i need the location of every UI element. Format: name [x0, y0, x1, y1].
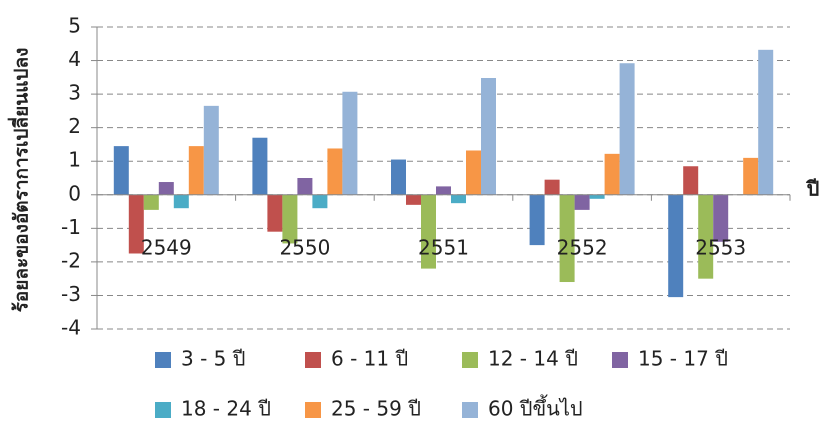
y-tick-label: -3: [61, 282, 81, 306]
legend-swatch: [155, 352, 171, 368]
legend-label: 18 - 24 ปี: [181, 397, 271, 421]
y-tick-label: -1: [61, 215, 81, 239]
legend-swatch: [305, 352, 321, 368]
bar: [406, 194, 421, 205]
bar: [544, 179, 560, 195]
x-tick-label: 2552: [557, 236, 608, 260]
bar: [683, 166, 699, 195]
bar: [128, 194, 144, 254]
y-axis-title: ร้อยละของอัตราการเปลี่ยนแปลง: [8, 48, 33, 313]
bar: [203, 105, 219, 195]
y-tick-label: 1: [68, 148, 81, 172]
x-axis-title: ปี: [805, 177, 819, 201]
bar: [113, 146, 129, 195]
legend-swatch: [462, 352, 478, 368]
legend-label: 6 - 11 ปี: [331, 347, 408, 371]
bar: [574, 194, 590, 210]
bar: [188, 146, 204, 195]
bar: [391, 159, 406, 195]
bar: [282, 194, 298, 244]
bar: [173, 194, 189, 209]
bar: [466, 150, 481, 195]
y-tick-label: 2: [68, 114, 81, 138]
legend-swatch: [155, 402, 171, 418]
bar: [589, 194, 605, 199]
bar: [297, 178, 313, 195]
bar: [529, 194, 545, 246]
legend-label: 25 - 59 ปี: [331, 397, 421, 421]
bar: [267, 194, 283, 232]
bar: [312, 194, 328, 209]
legend-swatch: [462, 402, 478, 418]
bar: [713, 194, 729, 242]
legend-swatch: [612, 352, 628, 368]
y-tick-label: 0: [68, 181, 81, 205]
bar: [668, 194, 684, 298]
bar: [342, 91, 358, 195]
x-tick-label: 2553: [695, 236, 746, 260]
y-tick-label: 3: [68, 81, 81, 105]
legend-label: 12 - 14 ปี: [488, 347, 578, 371]
y-tick-label: 4: [68, 47, 81, 71]
legend-label: 15 - 17 ปี: [638, 347, 728, 371]
legend-swatch: [305, 402, 321, 418]
x-tick-label: 2551: [418, 236, 469, 260]
bar: [252, 137, 268, 195]
bar: [559, 194, 575, 283]
bar: [698, 194, 714, 279]
bar: [158, 182, 174, 195]
bar: [743, 157, 759, 195]
legend-label: 60 ปีขึ้นไป: [488, 395, 583, 421]
legend-label: 3 - 5 ปี: [181, 347, 245, 371]
y-tick-label: 5: [68, 14, 81, 38]
bar: [619, 63, 635, 195]
x-tick-label: 2549: [141, 236, 192, 260]
bar: [451, 194, 466, 204]
bar: [436, 186, 451, 195]
bar: [327, 148, 343, 195]
bar: [481, 78, 496, 195]
y-tick-label: -2: [61, 248, 81, 272]
bar: [758, 49, 774, 195]
bar: [421, 194, 436, 269]
x-tick-label: 2550: [279, 236, 330, 260]
y-tick-label: -4: [61, 316, 81, 340]
bar: [604, 153, 620, 195]
bar: [143, 194, 159, 210]
